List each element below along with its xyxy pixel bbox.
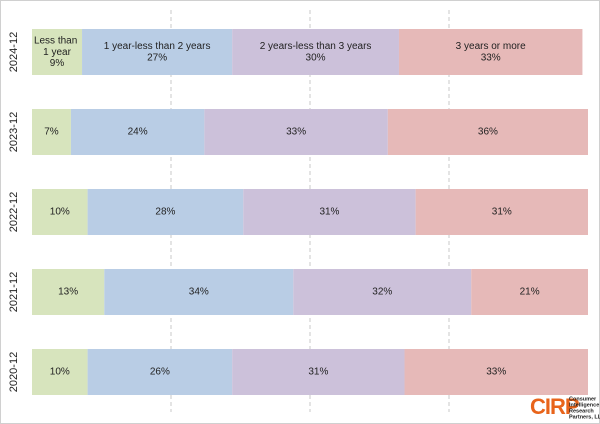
bar-segment bbox=[70, 109, 205, 155]
value-label: 24% bbox=[128, 127, 148, 138]
bar-segment bbox=[243, 189, 416, 235]
bar-segment bbox=[404, 349, 588, 395]
y-tick-label: 2022-12 bbox=[8, 192, 20, 232]
value-label: 21% bbox=[520, 287, 540, 298]
bar-segment bbox=[387, 109, 588, 155]
y-tick-label: 2023-12 bbox=[8, 112, 20, 152]
value-label: 28% bbox=[155, 207, 175, 218]
logo-text: Research bbox=[569, 408, 594, 414]
value-label: 31% bbox=[308, 367, 328, 378]
bar-segment bbox=[87, 349, 233, 395]
value-label: 26% bbox=[150, 367, 170, 378]
value-label: 30% bbox=[306, 52, 326, 63]
value-label: 9% bbox=[50, 58, 65, 69]
bar-segment bbox=[82, 29, 233, 75]
value-label: 31% bbox=[319, 207, 339, 218]
bar-segment bbox=[232, 29, 399, 75]
bar-segment bbox=[232, 349, 405, 395]
logo-text: Consumer bbox=[569, 396, 597, 402]
logo: CIRP ConsumerIntelligenceResearchPartner… bbox=[530, 394, 600, 421]
bar-segment bbox=[204, 109, 388, 155]
bar-segment bbox=[398, 29, 583, 75]
legend-label: 1 year-less than 2 years bbox=[104, 41, 211, 52]
value-label: 13% bbox=[58, 287, 78, 298]
bar-segment bbox=[104, 269, 294, 315]
value-label: 33% bbox=[486, 367, 506, 378]
legend-label: Less than 1 year bbox=[34, 35, 80, 58]
bar-segment bbox=[471, 269, 588, 315]
bar-segment bbox=[32, 29, 83, 75]
y-tick-label: 2021-12 bbox=[8, 272, 20, 312]
bar-segment bbox=[32, 269, 105, 315]
y-tick-label: 2024-12 bbox=[8, 32, 20, 72]
bar-segment bbox=[32, 349, 88, 395]
value-label: 7% bbox=[44, 127, 59, 138]
bar-segment bbox=[32, 189, 88, 235]
value-label: 10% bbox=[50, 207, 70, 218]
value-label: 33% bbox=[481, 52, 501, 63]
logo-text: Partners, LLC bbox=[569, 414, 600, 420]
legend-label: 2 years-less than 3 years bbox=[260, 41, 372, 52]
bar-segment bbox=[87, 189, 244, 235]
legend-label: 3 years or more bbox=[456, 41, 526, 52]
bar-segment bbox=[293, 269, 472, 315]
value-label: 10% bbox=[50, 367, 70, 378]
y-tick-label: 2020-12 bbox=[8, 352, 20, 392]
bar-segment bbox=[415, 189, 588, 235]
bar-segment bbox=[32, 109, 71, 155]
logo-mark: CIRP bbox=[530, 394, 579, 419]
value-label: 31% bbox=[492, 207, 512, 218]
value-label: 34% bbox=[189, 287, 209, 298]
value-label: 27% bbox=[147, 52, 167, 63]
value-label: 36% bbox=[478, 127, 498, 138]
value-label: 33% bbox=[286, 127, 306, 138]
value-label: 32% bbox=[372, 287, 392, 298]
logo-text: Intelligence bbox=[569, 402, 599, 408]
grid bbox=[170, 10, 450, 412]
